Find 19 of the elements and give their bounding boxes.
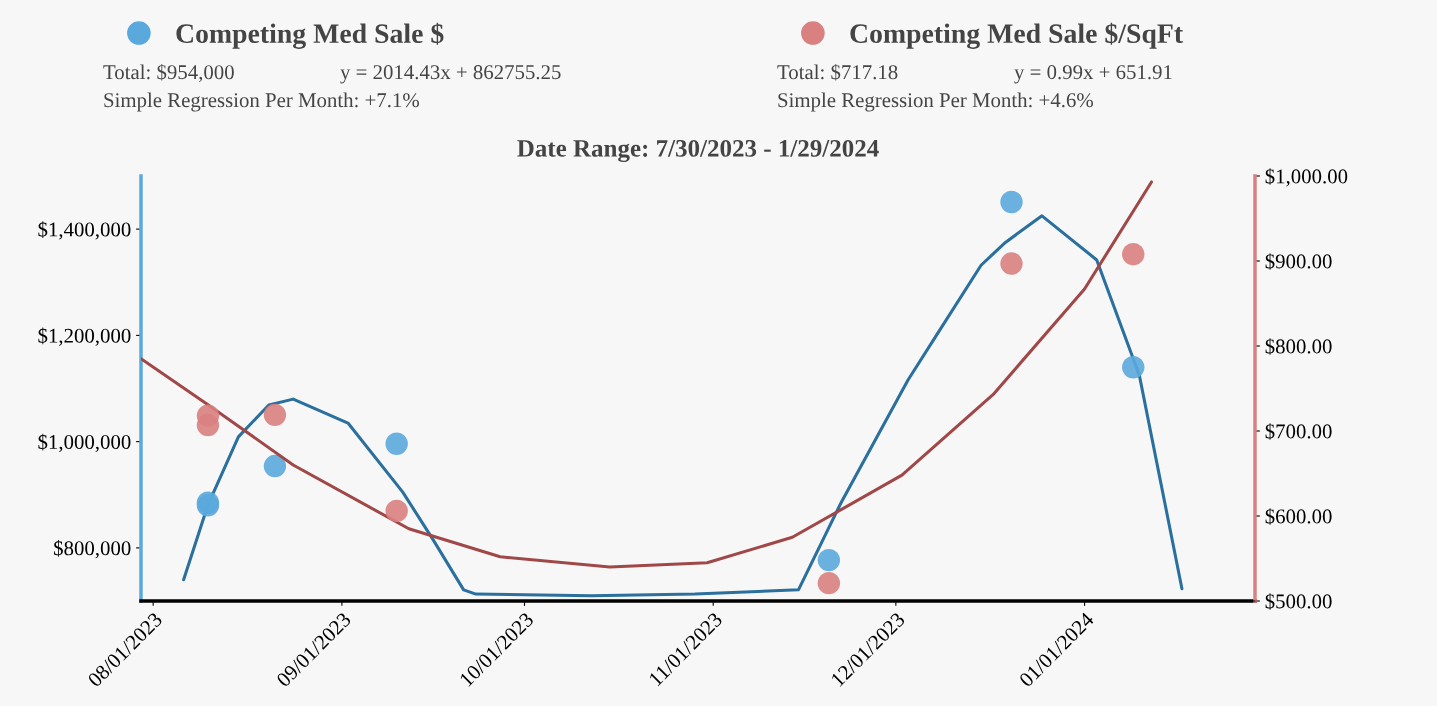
y2-tick-label: $900.00 (1265, 253, 1332, 270)
y-tick-label: $1,200,000 (38, 327, 131, 346)
legend-label: Competing Med Sale $ (176, 22, 444, 49)
text: Total: $717.18 (777, 63, 898, 81)
y2-tick-label: $500.00 (1265, 593, 1332, 610)
y-tick-label: $1,400,000 (38, 221, 131, 240)
chart-title: Date Range: 7/30/2023 - 1/29/2024 (517, 139, 879, 163)
y2-tick-label: $700.00 (1265, 423, 1332, 440)
text: y = 0.99x + 651.91 (1014, 65, 1172, 84)
text: y = 2014.43x + 862755.25 (340, 65, 561, 84)
y2-tick-label: $1,000.00 (1265, 168, 1348, 187)
text: Total: $954,000 (103, 63, 234, 83)
y-tick-label: $1,000,000 (38, 433, 131, 453)
y2-tick-label: $800.00 (1265, 338, 1332, 355)
text: Simple Regression Per Month: +4.6% (778, 92, 1093, 112)
text: Simple Regression Per Month: +7.1% (104, 92, 419, 112)
y-tick-label: $800,000 (54, 540, 131, 559)
y2-tick-label: $600.00 (1265, 508, 1332, 525)
legend-label: Competing Med Sale $/SqFt (850, 22, 1183, 49)
